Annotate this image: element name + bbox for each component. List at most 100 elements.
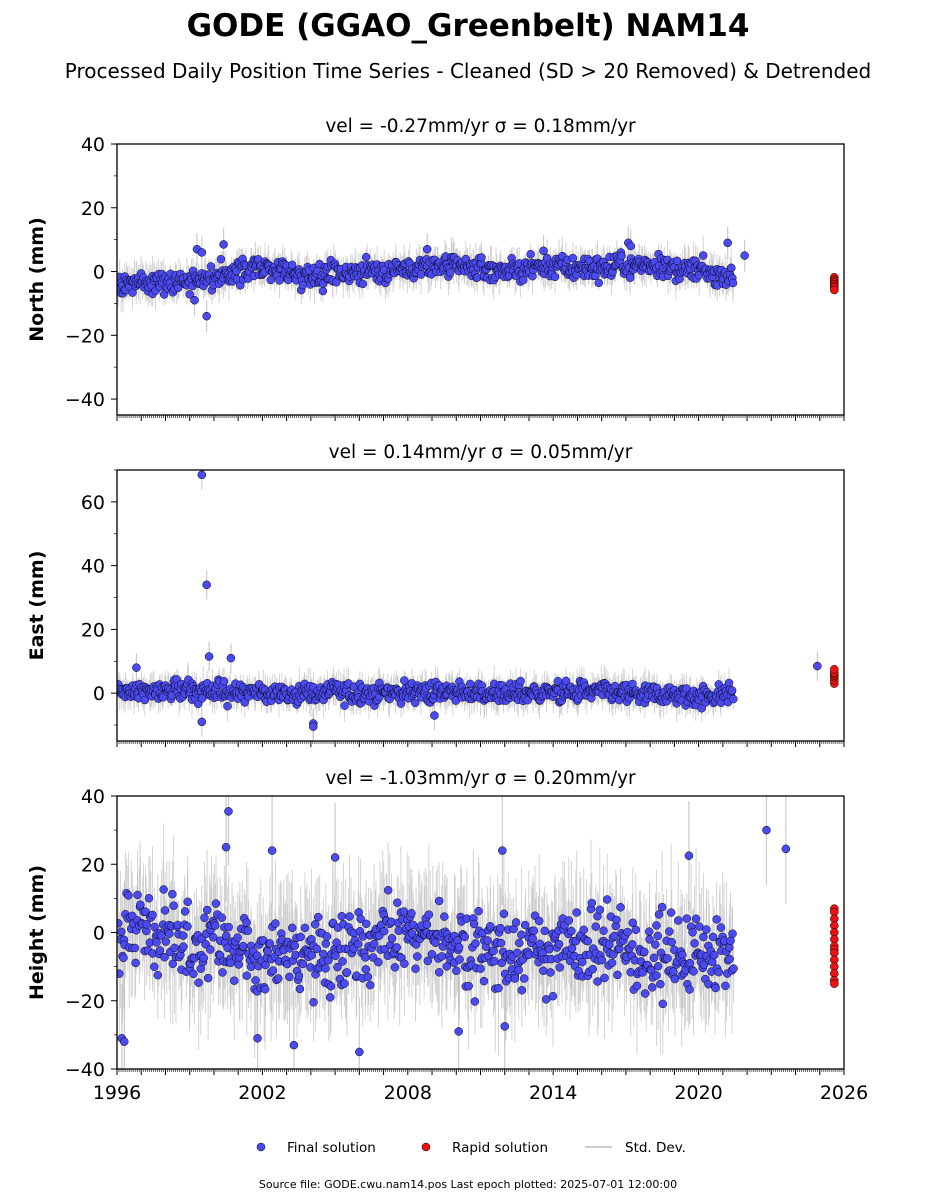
final-point — [535, 939, 544, 949]
outlier-point — [202, 580, 211, 590]
final-point — [337, 911, 346, 921]
final-point — [194, 978, 203, 987]
final-point — [625, 273, 635, 283]
final-point — [117, 919, 123, 928]
final-point — [416, 270, 426, 279]
panel-east: 0 20 40 60 vel = 0.14mm/yr σ = 0.05mm/yr East… — [26, 442, 845, 747]
final-point — [591, 922, 600, 931]
final-point — [652, 971, 661, 980]
final-point — [325, 993, 335, 1002]
final-point — [602, 895, 612, 904]
final-point — [263, 947, 272, 956]
final-point — [387, 934, 397, 943]
rapid-points — [830, 665, 839, 688]
final-point — [374, 957, 383, 967]
final-point — [310, 920, 320, 929]
y-tick-label: 20 — [81, 198, 105, 220]
final-point — [390, 963, 400, 972]
outlier-point — [626, 241, 635, 251]
final-point — [287, 260, 297, 270]
final-point — [494, 983, 503, 993]
final-point — [644, 927, 654, 936]
y-axis-label: North (mm) — [26, 217, 48, 342]
final-point — [583, 936, 593, 946]
final-point — [567, 944, 577, 953]
final-point — [234, 960, 243, 969]
final-point — [230, 976, 239, 985]
final-point — [645, 935, 654, 944]
outlier-point — [132, 663, 141, 672]
final-point — [446, 268, 455, 277]
final-point — [466, 679, 475, 689]
final-point — [361, 252, 371, 262]
final-point — [555, 963, 564, 972]
final-point — [117, 927, 126, 937]
final-point — [640, 989, 650, 998]
final-point — [727, 686, 737, 695]
final-point — [150, 962, 159, 972]
final-point — [312, 944, 322, 954]
outlier-point — [430, 711, 439, 720]
final-point — [616, 903, 625, 912]
final-point — [727, 263, 736, 273]
final-point — [653, 931, 662, 941]
final-point — [699, 251, 708, 260]
final-point — [672, 256, 682, 266]
std-dev-bars — [117, 796, 787, 1069]
outlier-point — [204, 652, 214, 661]
final-point — [288, 923, 297, 933]
final-point — [242, 918, 251, 927]
final-point — [516, 676, 525, 686]
final-point — [470, 997, 480, 1006]
final-point — [593, 977, 602, 986]
figure-subtitle: Processed Daily Position Time Series - C… — [65, 59, 871, 83]
x-ticks — [116, 415, 845, 421]
final-point — [595, 905, 605, 914]
final-point — [424, 910, 434, 919]
final-point — [260, 985, 270, 994]
outlier-point — [422, 244, 432, 254]
final-point — [422, 920, 432, 929]
final-point — [431, 938, 440, 947]
final-point — [577, 957, 587, 967]
final-point — [607, 958, 617, 968]
final-point — [291, 950, 300, 960]
final-point — [318, 286, 328, 296]
final-point — [211, 921, 220, 930]
final-point — [579, 925, 588, 935]
final-point — [640, 947, 649, 957]
final-point — [539, 966, 548, 975]
final-point — [548, 991, 558, 1001]
final-point — [274, 974, 283, 983]
final-point — [476, 964, 485, 973]
x-ticks — [116, 741, 845, 747]
final-point — [435, 968, 444, 977]
final-point — [185, 290, 194, 299]
final-point — [160, 953, 169, 962]
final-point — [460, 932, 469, 942]
final-point — [568, 253, 578, 263]
final-point — [130, 943, 140, 953]
final-point — [631, 925, 641, 935]
final-point — [534, 916, 544, 926]
final-point — [399, 907, 409, 916]
outlier-point — [197, 248, 207, 257]
final-point — [306, 963, 315, 972]
final-points — [117, 807, 791, 1057]
final-point — [294, 971, 304, 981]
final-point — [519, 974, 529, 983]
final-point — [119, 953, 128, 963]
final-point — [133, 890, 142, 900]
final-point — [728, 278, 738, 288]
outlier-point — [197, 717, 207, 727]
final-point — [165, 929, 174, 938]
final-point — [161, 937, 171, 946]
final-point — [667, 937, 676, 947]
final-point — [157, 931, 166, 940]
final-point — [266, 275, 275, 285]
final-point — [340, 979, 349, 988]
outlier-point — [226, 653, 236, 663]
final-point — [353, 939, 363, 949]
final-point — [613, 970, 622, 980]
